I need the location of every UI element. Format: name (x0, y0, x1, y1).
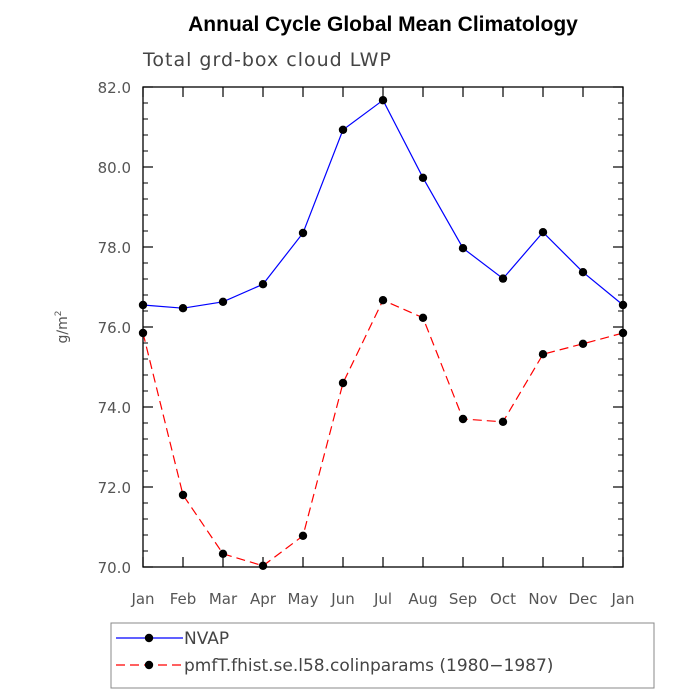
data-point (618, 300, 628, 310)
y-axis-label: g/m2 (54, 311, 71, 344)
y-tick-label: 74.0 (98, 399, 131, 417)
data-point (458, 244, 468, 253)
series-1 (138, 96, 628, 313)
y-tick-label: 76.0 (98, 319, 131, 337)
x-tick-label: Jan (610, 590, 634, 608)
x-tick-label: May (287, 590, 318, 608)
data-point (458, 414, 468, 424)
y-tick-label: 80.0 (98, 159, 131, 177)
data-point (218, 549, 228, 558)
series-line (142, 99, 624, 309)
legend-box (110, 622, 655, 689)
data-point (578, 268, 588, 277)
data-point (258, 280, 268, 289)
chart-title: Annual Cycle Global Mean Climatology (188, 13, 578, 36)
series-line (142, 299, 624, 567)
legend-label: NVAP (184, 629, 229, 649)
data-point (378, 296, 388, 305)
legend-marker (144, 633, 154, 643)
data-point (538, 228, 548, 237)
data-point (258, 561, 268, 570)
data-point (538, 350, 548, 359)
x-tick-label: Oct (490, 590, 516, 608)
data-point (418, 313, 428, 322)
data-point (498, 417, 508, 426)
y-tick-labels: 70.0 72.0 74.0 76.0 78.0 80.0 82.0 (98, 79, 131, 577)
legend-label: pmfT.fhist.se.l58.colinparams (1980−1987… (184, 656, 553, 676)
data-point (578, 339, 588, 348)
x-tick-label: Mar (209, 590, 238, 608)
data-point (618, 328, 628, 338)
series-layer (138, 96, 628, 570)
x-tick-label: Feb (170, 590, 197, 608)
data-point (298, 531, 308, 540)
data-point (218, 297, 228, 306)
data-point (138, 328, 148, 338)
data-point (338, 378, 348, 388)
x-tick-label: Nov (528, 590, 557, 608)
data-point (138, 300, 148, 310)
y-tick-label: 78.0 (98, 239, 131, 257)
x-tick-label: Jun (330, 590, 354, 608)
legend: NVAP pmfT.fhist.se.l58.colinparams (1980−… (110, 622, 655, 689)
x-tick-labels: Jan Feb Mar Apr May Jun Jul Aug Sep Oct Nov Dec Jan (130, 590, 634, 608)
x-tick-label: Aug (408, 590, 437, 608)
x-tick-label: Apr (250, 590, 277, 608)
data-point (418, 173, 428, 182)
x-tick-label: Jul (373, 590, 392, 608)
data-point (378, 96, 388, 105)
data-point (178, 490, 188, 500)
chart-subtitle: Total grd-box cloud LWP (142, 49, 392, 71)
series-2 (138, 296, 628, 570)
legend-marker (144, 660, 154, 670)
plot-frame (142, 86, 624, 568)
y-tick-label: 70.0 (98, 559, 131, 577)
data-point (298, 228, 308, 238)
x-tick-label: Dec (568, 590, 597, 608)
x-tick-label: Jan (130, 590, 154, 608)
data-point (178, 304, 188, 313)
x-tick-label: Sep (449, 590, 477, 608)
data-point (338, 125, 348, 134)
axis-ticks (142, 86, 624, 568)
y-tick-label: 82.0 (98, 79, 131, 97)
data-point (498, 274, 508, 283)
y-tick-label: 72.0 (98, 479, 131, 497)
